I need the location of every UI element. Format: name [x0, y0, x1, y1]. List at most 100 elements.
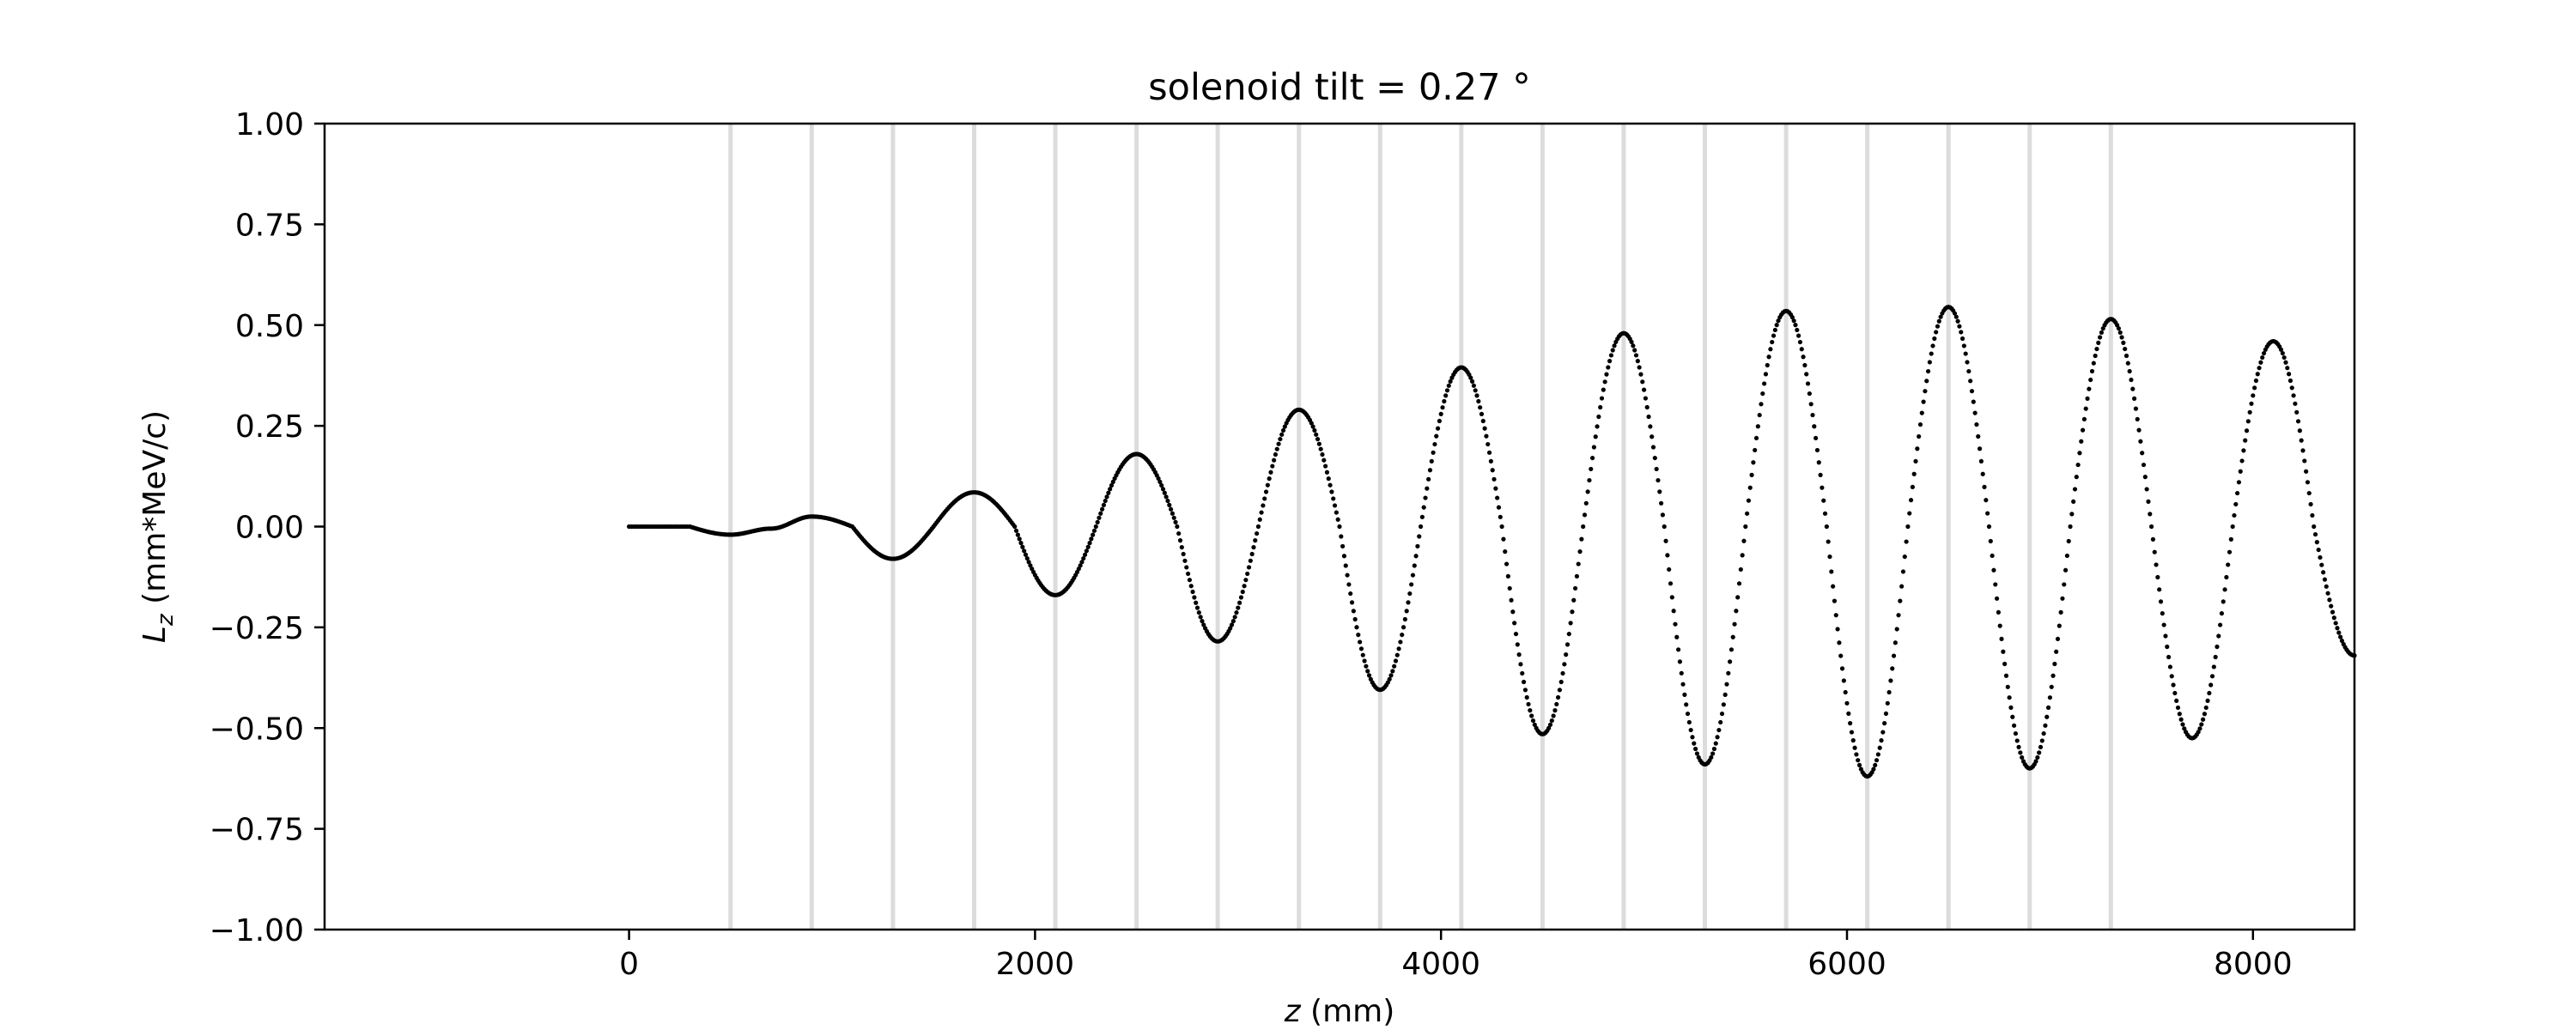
- data-point: [1109, 482, 1115, 488]
- data-point: [1812, 424, 1817, 429]
- y-tick-label: 0.50: [235, 309, 304, 344]
- data-point: [1156, 476, 1161, 482]
- data-point: [1503, 549, 1508, 554]
- data-point: [1904, 539, 1909, 544]
- data-point: [1279, 432, 1285, 437]
- data-point: [1676, 647, 1681, 652]
- data-point: [1255, 530, 1260, 536]
- data-point: [2338, 634, 2343, 639]
- x-tick-label: 8000: [2214, 947, 2293, 982]
- data-point: [2114, 323, 2120, 328]
- data-point: [2127, 368, 2132, 374]
- data-point: [1432, 441, 1437, 447]
- data-point: [1360, 652, 1365, 657]
- data-point: [2219, 611, 2225, 616]
- data-point: [2116, 326, 2122, 331]
- data-point: [2054, 649, 2059, 654]
- data-point: [1554, 701, 1559, 707]
- data-point: [2260, 354, 2265, 360]
- data-point: [1574, 573, 1580, 579]
- data-point: [1437, 418, 1442, 424]
- data-point: [1087, 541, 1092, 546]
- data-point: [1365, 669, 1370, 674]
- data-point: [1929, 351, 1934, 356]
- data-point: [1919, 410, 1924, 415]
- data-point: [1833, 613, 1838, 618]
- data-point: [2093, 353, 2098, 359]
- data-point: [1242, 584, 1247, 589]
- data-point: [2281, 354, 2287, 360]
- data-point: [1093, 524, 1098, 530]
- data-point: [1236, 605, 1241, 610]
- data-point: [1108, 487, 1113, 492]
- data-point: [1765, 362, 1770, 368]
- data-point: [1839, 666, 1845, 671]
- data-point: [2244, 428, 2250, 433]
- data-point: [1808, 402, 1814, 407]
- data-point: [1518, 662, 1523, 667]
- data-point: [2203, 705, 2208, 711]
- data-point: [1934, 330, 1939, 335]
- data-point: [1873, 762, 1878, 768]
- data-point: [1345, 573, 1350, 578]
- data-point: [1085, 544, 1091, 549]
- data-point: [1663, 538, 1668, 543]
- data-point: [2197, 726, 2202, 731]
- data-point: [1791, 318, 1796, 324]
- data-point: [1577, 549, 1583, 554]
- data-point: [2330, 609, 2336, 615]
- data-point: [1743, 524, 1748, 530]
- data-point: [1507, 585, 1512, 591]
- data-point: [1412, 563, 1417, 568]
- data-point: [1431, 450, 1436, 455]
- data-point: [1339, 534, 1344, 539]
- data-point: [1971, 399, 1976, 404]
- data-point: [1871, 766, 1876, 772]
- data-point: [2014, 738, 2020, 743]
- data-point: [1660, 512, 1666, 518]
- data-point: [1771, 333, 1777, 338]
- data-point: [1793, 323, 1798, 328]
- y-tick-label: −0.75: [210, 813, 304, 848]
- chart-title: solenoid tilt = 0.27 °: [1148, 66, 1530, 109]
- data-point: [1335, 517, 1340, 522]
- data-point: [1749, 472, 1754, 477]
- data-point: [1407, 591, 1413, 597]
- data-point: [1650, 445, 1656, 450]
- data-point: [1726, 670, 1731, 676]
- y-axis-subscript: z: [153, 613, 179, 627]
- data-point: [2123, 346, 2128, 352]
- data-point: [2050, 673, 2056, 678]
- data-point: [1272, 457, 1277, 463]
- data-point: [1955, 318, 1960, 324]
- data-point: [2062, 582, 2067, 587]
- data-point: [1237, 600, 1242, 605]
- data-point: [1874, 758, 1880, 763]
- data-point: [2079, 439, 2084, 444]
- data-point: [1273, 451, 1279, 457]
- data-point: [2130, 386, 2136, 391]
- data-point: [1991, 567, 1996, 573]
- data-point: [1693, 746, 1698, 752]
- data-point: [1396, 646, 1401, 651]
- data-point: [2085, 396, 2090, 401]
- data-point: [1801, 354, 1806, 360]
- data-point: [1564, 652, 1569, 657]
- data-point: [1969, 389, 1975, 394]
- data-point: [1908, 498, 1914, 503]
- data-point: [1894, 627, 1899, 632]
- solenoid-markers: [728, 124, 2113, 930]
- data-point: [1816, 460, 1821, 465]
- data-point: [1810, 412, 1815, 418]
- data-point: [1512, 621, 1517, 626]
- data-point: [1844, 700, 1850, 706]
- data-point: [2157, 587, 2162, 592]
- data-point: [1629, 339, 1634, 344]
- data-point: [2283, 360, 2288, 365]
- data-point: [2232, 512, 2237, 518]
- data-point: [2044, 714, 2050, 719]
- data-point: [1587, 477, 1592, 483]
- data-point: [2278, 347, 2284, 352]
- data-point: [1253, 538, 1258, 543]
- data-point: [1671, 609, 1676, 614]
